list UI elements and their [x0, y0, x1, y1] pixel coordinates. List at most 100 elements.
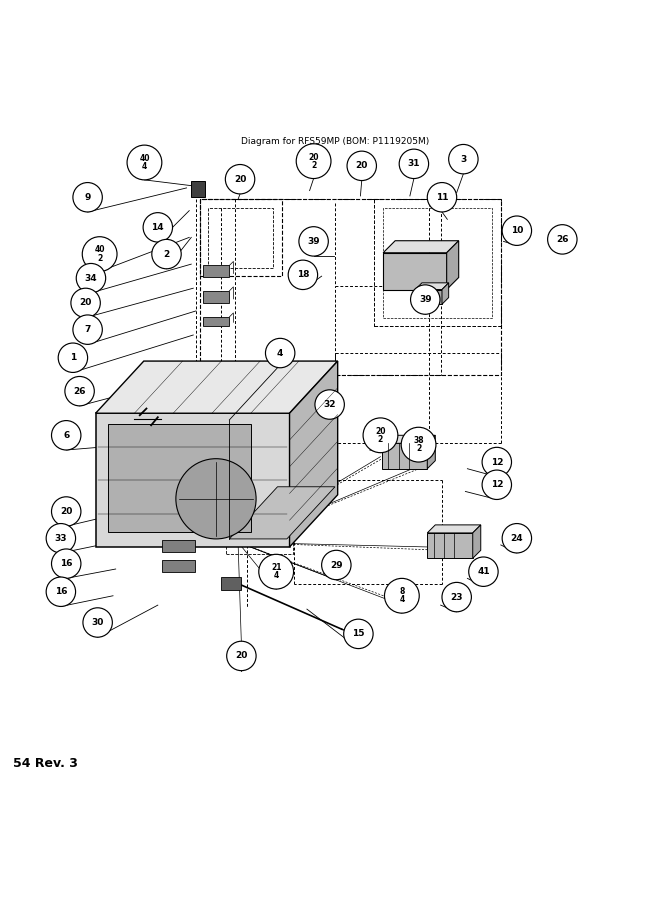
Polygon shape [191, 181, 204, 197]
Polygon shape [382, 436, 436, 444]
Polygon shape [382, 444, 427, 469]
Text: 33: 33 [55, 534, 67, 543]
Text: 40
4: 40 4 [139, 154, 149, 171]
Circle shape [143, 212, 173, 242]
Circle shape [547, 225, 577, 254]
Text: 20: 20 [356, 161, 368, 170]
Circle shape [411, 285, 440, 314]
Circle shape [482, 470, 511, 500]
Circle shape [502, 524, 531, 553]
Polygon shape [442, 283, 449, 304]
Circle shape [401, 428, 436, 462]
Text: 32: 32 [324, 400, 336, 409]
Circle shape [315, 390, 344, 419]
Circle shape [469, 557, 498, 587]
Circle shape [46, 524, 76, 553]
Polygon shape [96, 361, 338, 413]
Text: 20: 20 [80, 299, 92, 308]
Text: 1: 1 [70, 353, 76, 362]
Polygon shape [427, 525, 481, 533]
Circle shape [442, 582, 472, 612]
Circle shape [73, 315, 103, 345]
Text: 18: 18 [297, 270, 309, 279]
Polygon shape [163, 540, 194, 552]
Text: 41: 41 [477, 567, 490, 576]
Text: 38
2: 38 2 [413, 436, 424, 454]
Polygon shape [202, 291, 229, 303]
Text: 39: 39 [419, 295, 431, 304]
Polygon shape [202, 266, 229, 277]
Polygon shape [229, 487, 335, 539]
Polygon shape [447, 240, 459, 290]
Circle shape [265, 338, 295, 368]
Circle shape [449, 144, 478, 174]
Polygon shape [108, 424, 251, 532]
Text: 12: 12 [490, 481, 503, 490]
Circle shape [82, 237, 117, 272]
Circle shape [399, 149, 429, 178]
Circle shape [58, 343, 88, 373]
Text: 2: 2 [163, 249, 170, 258]
Text: 20: 20 [60, 507, 72, 516]
Text: 40
2: 40 2 [94, 246, 105, 263]
Text: 20
2: 20 2 [308, 152, 319, 170]
Circle shape [76, 264, 106, 292]
Text: 4: 4 [277, 348, 283, 357]
Circle shape [65, 376, 94, 406]
Text: 9: 9 [84, 193, 91, 202]
Text: 14: 14 [151, 223, 164, 232]
Circle shape [127, 145, 162, 180]
Circle shape [225, 165, 255, 194]
Circle shape [226, 641, 256, 670]
Circle shape [344, 619, 373, 649]
Text: 26: 26 [73, 387, 86, 396]
Circle shape [152, 239, 181, 269]
Circle shape [482, 447, 511, 477]
Circle shape [299, 227, 328, 256]
Circle shape [176, 459, 256, 539]
Text: 54 Rev. 3: 54 Rev. 3 [13, 757, 78, 770]
Circle shape [427, 183, 457, 212]
Polygon shape [289, 361, 338, 547]
Polygon shape [96, 413, 289, 547]
Circle shape [52, 549, 81, 579]
Text: 7: 7 [84, 325, 91, 334]
Polygon shape [427, 436, 436, 469]
Text: 10: 10 [511, 226, 523, 235]
Text: 39: 39 [308, 237, 320, 246]
Text: 20: 20 [234, 175, 247, 184]
Polygon shape [427, 533, 473, 558]
Circle shape [288, 260, 318, 290]
Text: 31: 31 [407, 159, 420, 168]
Circle shape [52, 497, 81, 526]
Circle shape [83, 608, 113, 637]
Circle shape [363, 418, 398, 453]
Text: 30: 30 [92, 618, 104, 627]
Circle shape [322, 550, 351, 580]
Text: 6: 6 [63, 431, 69, 440]
Text: 12: 12 [490, 457, 503, 466]
Text: 3: 3 [460, 155, 466, 164]
Circle shape [71, 288, 100, 318]
Text: 24: 24 [511, 534, 523, 543]
Text: 34: 34 [84, 274, 97, 283]
Circle shape [46, 577, 76, 607]
Circle shape [73, 183, 103, 212]
Circle shape [502, 216, 531, 246]
Text: 26: 26 [556, 235, 569, 244]
Text: 16: 16 [60, 559, 72, 568]
Polygon shape [202, 317, 229, 327]
Polygon shape [473, 525, 481, 558]
Text: 29: 29 [330, 561, 342, 570]
Polygon shape [221, 577, 241, 590]
Text: 23: 23 [450, 592, 463, 601]
Circle shape [259, 554, 293, 590]
Polygon shape [383, 240, 459, 253]
Text: 21
4: 21 4 [271, 563, 281, 580]
Text: Diagram for RFS59MP (BOM: P1119205M): Diagram for RFS59MP (BOM: P1119205M) [241, 137, 429, 146]
Text: 20
2: 20 2 [375, 427, 386, 444]
Polygon shape [415, 283, 449, 290]
Text: 16: 16 [55, 587, 67, 596]
Circle shape [52, 420, 81, 450]
Text: 15: 15 [352, 629, 364, 638]
